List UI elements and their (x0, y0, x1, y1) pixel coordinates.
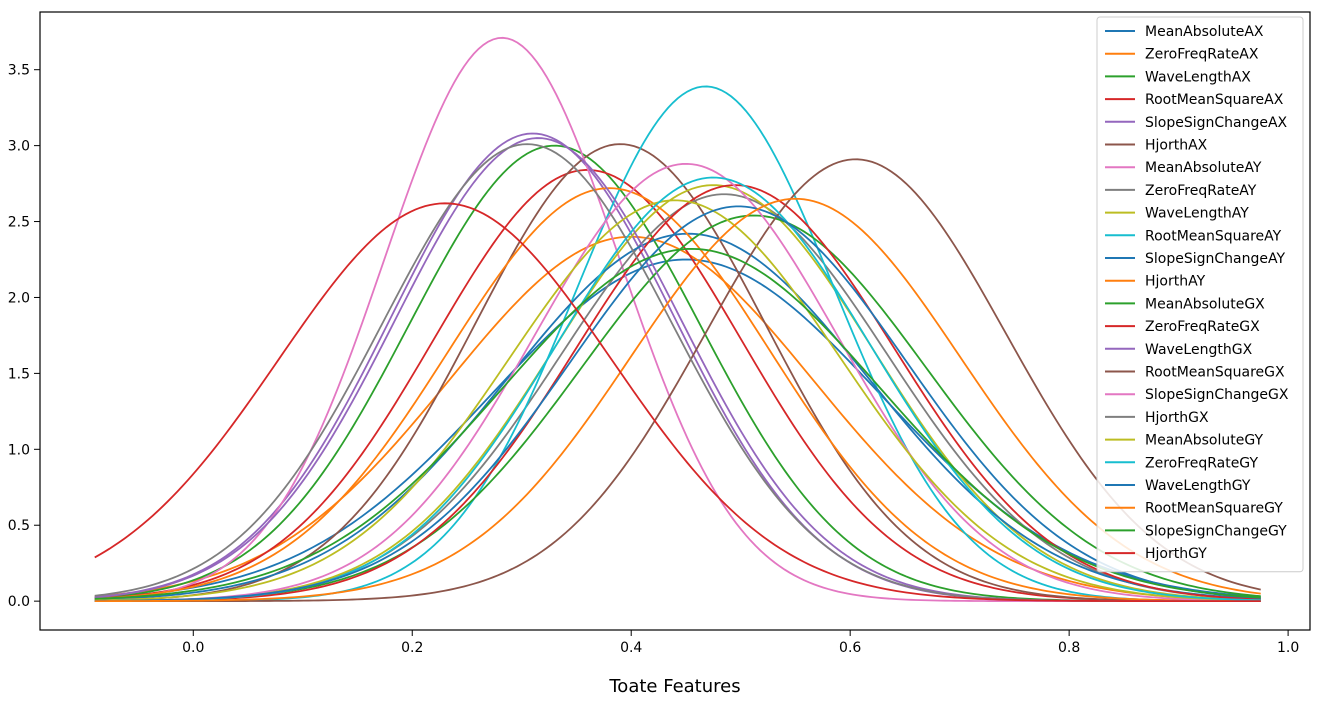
legend-entry: SlopeSignChangeGY (1145, 523, 1287, 539)
legend-entry: RootMeanSquareGY (1145, 501, 1283, 517)
series-line-RootMeanSquareGY (94, 197, 1261, 602)
series-line-WaveLengthAY (94, 184, 1261, 602)
x-tick-label: 1.0 (1277, 640, 1299, 656)
x-tick-label: 0.0 (182, 640, 204, 656)
legend-entry: MeanAbsoluteGX (1145, 296, 1265, 312)
y-axis-ticks: 0.0 0.5 1.0 1.5 2.0 2.5 3.0 3.5 (8, 63, 40, 610)
x-tick-label: 0.6 (839, 640, 861, 656)
y-tick-label: 1.5 (8, 366, 30, 382)
legend-entry: RootMeanSquareAX (1145, 92, 1284, 108)
y-tick-label: 0.0 (8, 594, 30, 610)
series-line-RootMeanSquareGX (94, 158, 1261, 603)
x-axis-ticks: 0.0 0.2 0.4 0.6 0.8 1.0 (182, 630, 1299, 656)
x-tick-label: 0.4 (620, 640, 642, 656)
series-line-WaveLengthGX (94, 137, 1261, 603)
y-tick-label: 3.0 (8, 139, 30, 155)
legend-entry: RootMeanSquareGX (1145, 365, 1285, 381)
series-line-HjorthGY (94, 202, 1261, 603)
legend-entry: HjorthGX (1145, 410, 1209, 426)
series-line-SlopeSignChangeAX (94, 132, 1261, 603)
series-line-HjorthAY (94, 187, 1261, 602)
y-tick-label: 3.5 (8, 63, 30, 79)
y-tick-label: 2.0 (8, 290, 30, 306)
series-line-ZeroFreqRateAY (94, 193, 1261, 602)
legend-entry: ZeroFreqRateGY (1145, 455, 1258, 471)
legend-entry: HjorthGY (1145, 546, 1207, 562)
y-tick-label: 0.5 (8, 518, 30, 534)
legend-entry: SlopeSignChangeAX (1145, 115, 1288, 131)
legend-box (1096, 16, 1304, 573)
legend-entry: ZeroFreqRateGX (1145, 319, 1260, 335)
series-line-MeanAbsoluteGY (94, 199, 1261, 602)
legend-entry: MeanAbsoluteGY (1145, 433, 1263, 449)
legend-entry: WaveLengthGX (1145, 342, 1253, 358)
legend-entry: WaveLengthAX (1145, 69, 1251, 85)
series-line-ZeroFreqRateGY (94, 176, 1261, 602)
series-line-SlopeSignChangeAY (94, 232, 1261, 601)
legend-entry: MeanAbsoluteAY (1145, 160, 1262, 176)
legend: MeanAbsoluteAX ZeroFreqRateAX WaveLengthAX… (1096, 16, 1304, 573)
legend-entry: MeanAbsoluteAX (1145, 24, 1264, 40)
legend-entry: ZeroFreqRateAY (1145, 183, 1257, 199)
series-line-WaveLengthGY (94, 205, 1261, 602)
x-tick-label: 0.8 (1058, 640, 1080, 656)
legend-entry: SlopeSignChangeGX (1145, 387, 1289, 403)
series-lines (94, 36, 1261, 603)
y-tick-label: 2.5 (8, 215, 30, 231)
legend-entry: RootMeanSquareAY (1145, 228, 1282, 244)
legend-entry: ZeroFreqRateAX (1145, 47, 1259, 63)
x-tick-label: 0.2 (401, 640, 423, 656)
plot-frame (39, 11, 1311, 631)
x-axis-label: Toate Features (608, 676, 740, 697)
y-tick-label: 1.0 (8, 442, 30, 458)
series-line-MeanAbsoluteGX (94, 214, 1261, 602)
legend-entry: HjorthAY (1145, 274, 1206, 290)
series-line-SlopeSignChangeGY (94, 247, 1261, 600)
series-line-HjorthAX (94, 143, 1261, 603)
series-line-SlopeSignChangeGX (94, 162, 1261, 602)
legend-entry: WaveLengthAY (1145, 206, 1249, 222)
legend-entry: SlopeSignChangeAY (1145, 251, 1285, 267)
series-line-ZeroFreqRateAX (94, 235, 1261, 602)
legend-entry: HjorthAX (1145, 138, 1208, 154)
legend-entry: WaveLengthGY (1145, 478, 1251, 494)
series-line-MeanAbsoluteAX (94, 258, 1261, 599)
